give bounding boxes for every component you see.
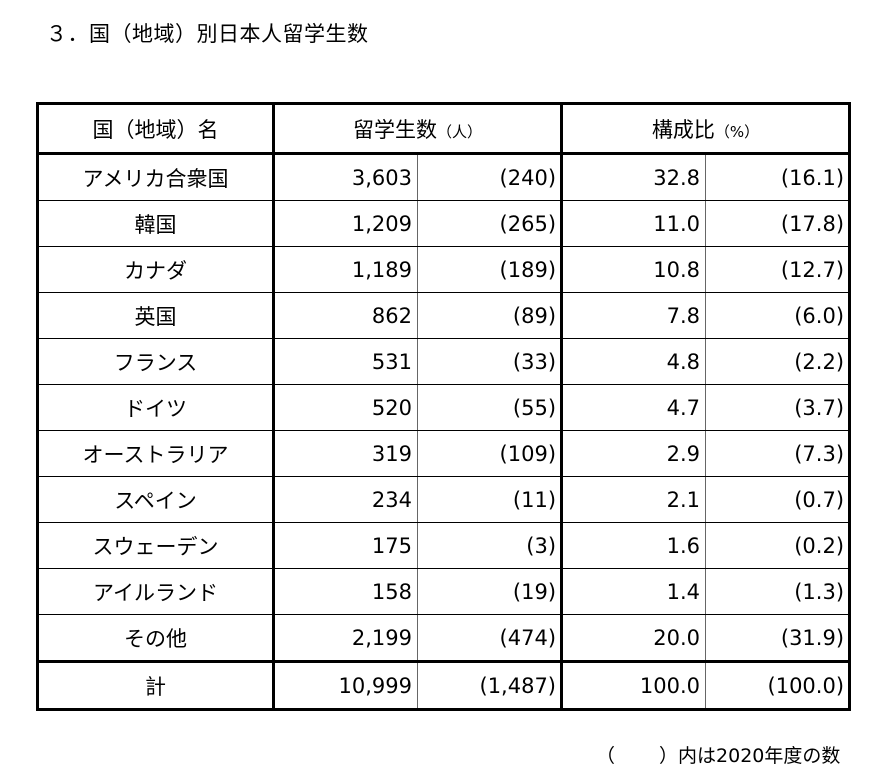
- table-row: アイルランド 158 (19) 1.4 (1.3): [37, 568, 850, 615]
- ratio-2020: (31.9): [705, 614, 850, 662]
- ratio: 2.1: [561, 476, 707, 523]
- country-name: 韓国: [37, 200, 275, 247]
- country-name: オーストラリア: [37, 430, 275, 477]
- header-ratio: 構成比（%）: [561, 103, 850, 155]
- student-count-2020: (189): [417, 246, 564, 293]
- ratio-2020: (16.1): [705, 153, 850, 201]
- total-ratio: 100.0: [561, 660, 707, 710]
- ratio: 10.8: [561, 246, 707, 293]
- student-count: 1,189: [273, 246, 418, 293]
- table-row: スウェーデン 175 (3) 1.6 (0.2): [37, 522, 850, 569]
- ratio: 4.7: [561, 384, 707, 431]
- student-count-2020: (265): [417, 200, 564, 247]
- student-count: 862: [273, 292, 418, 339]
- student-count-2020: (19): [417, 568, 564, 615]
- table-row: 英国 862 (89) 7.8 (6.0): [37, 292, 850, 339]
- country-name: アメリカ合衆国: [37, 153, 275, 201]
- ratio: 2.9: [561, 430, 707, 477]
- table-row: フランス 531 (33) 4.8 (2.2): [37, 338, 850, 385]
- ratio-2020: (6.0): [705, 292, 850, 339]
- table-header-row: 国（地域）名 留学生数（人） 構成比（%）: [37, 103, 850, 155]
- table-row: 韓国 1,209 (265) 11.0 (17.8): [37, 200, 850, 247]
- table-row: スペイン 234 (11) 2.1 (0.7): [37, 476, 850, 523]
- ratio-2020: (0.7): [705, 476, 850, 523]
- ratio-2020: (12.7): [705, 246, 850, 293]
- ratio: 7.8: [561, 292, 707, 339]
- student-count-2020: (109): [417, 430, 564, 477]
- student-count: 234: [273, 476, 418, 523]
- ratio-2020: (2.2): [705, 338, 850, 385]
- table-body: アメリカ合衆国 3,603 (240) 32.8 (16.1) 韓国 1,209…: [37, 153, 850, 710]
- ratio: 11.0: [561, 200, 707, 247]
- ratio-2020: (1.3): [705, 568, 850, 615]
- ratio: 1.4: [561, 568, 707, 615]
- table-row: オーストラリア 319 (109) 2.9 (7.3): [37, 430, 850, 477]
- header-country: 国（地域）名: [37, 103, 275, 155]
- student-count: 175: [273, 522, 418, 569]
- total-count-2020: (1,487): [417, 660, 564, 710]
- country-name: 英国: [37, 292, 275, 339]
- country-name: カナダ: [37, 246, 275, 293]
- table-row: その他 2,199 (474) 20.0 (31.9): [37, 614, 850, 662]
- page-title: ３．国（地域）別日本人留学生数: [46, 22, 369, 46]
- ratio: 1.6: [561, 522, 707, 569]
- footnote: （ ）内は2020年度の数: [596, 741, 840, 768]
- total-label: 計: [37, 660, 275, 710]
- country-name: スウェーデン: [37, 522, 275, 569]
- student-count-2020: (3): [417, 522, 564, 569]
- student-count: 520: [273, 384, 418, 431]
- table-total-row: 計 10,999 (1,487) 100.0 (100.0): [37, 660, 850, 710]
- student-count: 1,209: [273, 200, 418, 247]
- student-count: 158: [273, 568, 418, 615]
- ratio: 4.8: [561, 338, 707, 385]
- table-row: カナダ 1,189 (189) 10.8 (12.7): [37, 246, 850, 293]
- ratio-2020: (0.2): [705, 522, 850, 569]
- ratio-2020: (3.7): [705, 384, 850, 431]
- ratio-2020: (7.3): [705, 430, 850, 477]
- student-count-2020: (11): [417, 476, 564, 523]
- ratio: 32.8: [561, 153, 707, 201]
- header-students-unit: （人）: [437, 122, 483, 141]
- student-count: 2,199: [273, 614, 418, 662]
- student-count: 3,603: [273, 153, 418, 201]
- header-students: 留学生数（人）: [273, 103, 564, 155]
- ratio: 20.0: [561, 614, 707, 662]
- student-count-2020: (55): [417, 384, 564, 431]
- country-name: フランス: [37, 338, 275, 385]
- ratio-2020: (17.8): [705, 200, 850, 247]
- country-name: ドイツ: [37, 384, 275, 431]
- table-row: ドイツ 520 (55) 4.7 (3.7): [37, 384, 850, 431]
- country-name: その他: [37, 614, 275, 662]
- footnote-open-paren: （: [596, 745, 616, 767]
- total-count: 10,999: [273, 660, 418, 710]
- student-count: 319: [273, 430, 418, 477]
- student-count-2020: (474): [417, 614, 564, 662]
- footnote-text: ）内は2020年度の数: [659, 745, 841, 767]
- table-row: アメリカ合衆国 3,603 (240) 32.8 (16.1): [37, 153, 850, 201]
- country-name: アイルランド: [37, 568, 275, 615]
- student-count: 531: [273, 338, 418, 385]
- header-ratio-unit: （%）: [714, 122, 760, 141]
- student-count-2020: (33): [417, 338, 564, 385]
- student-count-2020: (240): [417, 153, 564, 201]
- student-count-2020: (89): [417, 292, 564, 339]
- country-name: スペイン: [37, 476, 275, 523]
- students-by-country-table: 国（地域）名 留学生数（人） 構成比（%） アメリカ合衆国 3,603 (240…: [36, 102, 852, 711]
- total-ratio-2020: (100.0): [705, 660, 850, 710]
